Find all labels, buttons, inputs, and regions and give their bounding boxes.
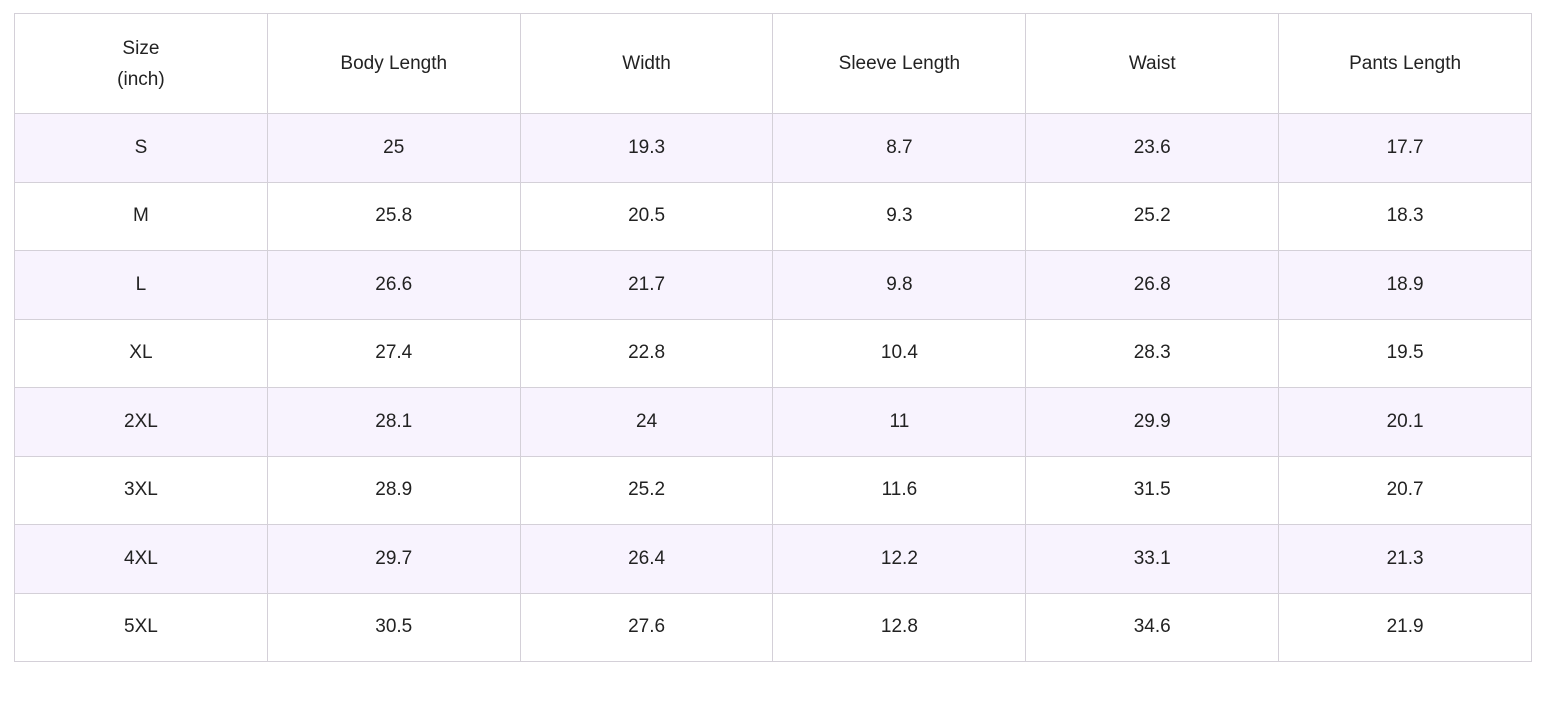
cell-sleeve-length: 12.8	[772, 592, 1027, 662]
header-size-label: Size	[122, 37, 160, 59]
header-size: Size (inch)	[14, 13, 268, 114]
header-body-length: Body Length	[266, 13, 521, 114]
cell-width: 26.4	[519, 524, 774, 594]
cell-width: 24	[519, 387, 774, 457]
cell-sleeve-length: 8.7	[772, 113, 1027, 183]
cell-body-length: 28.9	[266, 455, 521, 525]
cell-size: 2XL	[14, 387, 268, 457]
cell-width: 19.3	[519, 113, 774, 183]
cell-body-length: 27.4	[266, 318, 521, 388]
cell-size: 3XL	[14, 455, 268, 525]
size-chart-table: Size (inch) Body Length Width Sleeve Len…	[14, 13, 1532, 662]
header-row: Size (inch) Body Length Width Sleeve Len…	[14, 13, 1532, 114]
cell-pants-length: 18.3	[1278, 181, 1532, 251]
cell-size: S	[14, 113, 268, 183]
cell-sleeve-length: 12.2	[772, 524, 1027, 594]
cell-size: M	[14, 181, 268, 251]
header-width: Width	[519, 13, 774, 114]
cell-pants-length: 20.1	[1278, 387, 1532, 457]
cell-sleeve-length: 10.4	[772, 318, 1027, 388]
cell-size: 4XL	[14, 524, 268, 594]
cell-waist: 33.1	[1025, 524, 1280, 594]
cell-width: 25.2	[519, 455, 774, 525]
table-header: Size (inch) Body Length Width Sleeve Len…	[14, 13, 1532, 114]
header-waist: Waist	[1025, 13, 1280, 114]
table-row: 3XL 28.9 25.2 11.6 31.5 20.7	[14, 455, 1532, 525]
table-body: S 25 19.3 8.7 23.6 17.7 M 25.8 20.5 9.3 25.2 18.3 L 2…	[14, 113, 1532, 662]
cell-pants-length: 17.7	[1278, 113, 1532, 183]
table-row: L 26.6 21.7 9.8 26.8 18.9	[14, 250, 1532, 320]
table-row: XL 27.4 22.8 10.4 28.3 19.5	[14, 318, 1532, 388]
table-row: 5XL 30.5 27.6 12.8 34.6 21.9	[14, 592, 1532, 662]
cell-waist: 28.3	[1025, 318, 1280, 388]
cell-waist: 25.2	[1025, 181, 1280, 251]
cell-pants-length: 21.3	[1278, 524, 1532, 594]
cell-pants-length: 21.9	[1278, 592, 1532, 662]
cell-body-length: 28.1	[266, 387, 521, 457]
cell-width: 27.6	[519, 592, 774, 662]
cell-waist: 26.8	[1025, 250, 1280, 320]
table-row: 4XL 29.7 26.4 12.2 33.1 21.3	[14, 524, 1532, 594]
cell-sleeve-length: 9.3	[772, 181, 1027, 251]
cell-size: 5XL	[14, 592, 268, 662]
table-row: M 25.8 20.5 9.3 25.2 18.3	[14, 181, 1532, 251]
table-row: S 25 19.3 8.7 23.6 17.7	[14, 113, 1532, 183]
header-pants-length: Pants Length	[1278, 13, 1532, 114]
cell-waist: 34.6	[1025, 592, 1280, 662]
cell-body-length: 26.6	[266, 250, 521, 320]
cell-waist: 23.6	[1025, 113, 1280, 183]
cell-pants-length: 18.9	[1278, 250, 1532, 320]
cell-pants-length: 19.5	[1278, 318, 1532, 388]
cell-width: 22.8	[519, 318, 774, 388]
cell-sleeve-length: 11	[772, 387, 1027, 457]
cell-body-length: 25.8	[266, 181, 521, 251]
cell-waist: 31.5	[1025, 455, 1280, 525]
cell-sleeve-length: 9.8	[772, 250, 1027, 320]
header-sleeve-length: Sleeve Length	[772, 13, 1027, 114]
cell-sleeve-length: 11.6	[772, 455, 1027, 525]
cell-pants-length: 20.7	[1278, 455, 1532, 525]
cell-body-length: 25	[266, 113, 521, 183]
table-row: 2XL 28.1 24 11 29.9 20.1	[14, 387, 1532, 457]
cell-size: XL	[14, 318, 268, 388]
cell-waist: 29.9	[1025, 387, 1280, 457]
cell-width: 20.5	[519, 181, 774, 251]
header-size-unit: (inch)	[117, 68, 165, 90]
cell-width: 21.7	[519, 250, 774, 320]
cell-size: L	[14, 250, 268, 320]
cell-body-length: 30.5	[266, 592, 521, 662]
cell-body-length: 29.7	[266, 524, 521, 594]
